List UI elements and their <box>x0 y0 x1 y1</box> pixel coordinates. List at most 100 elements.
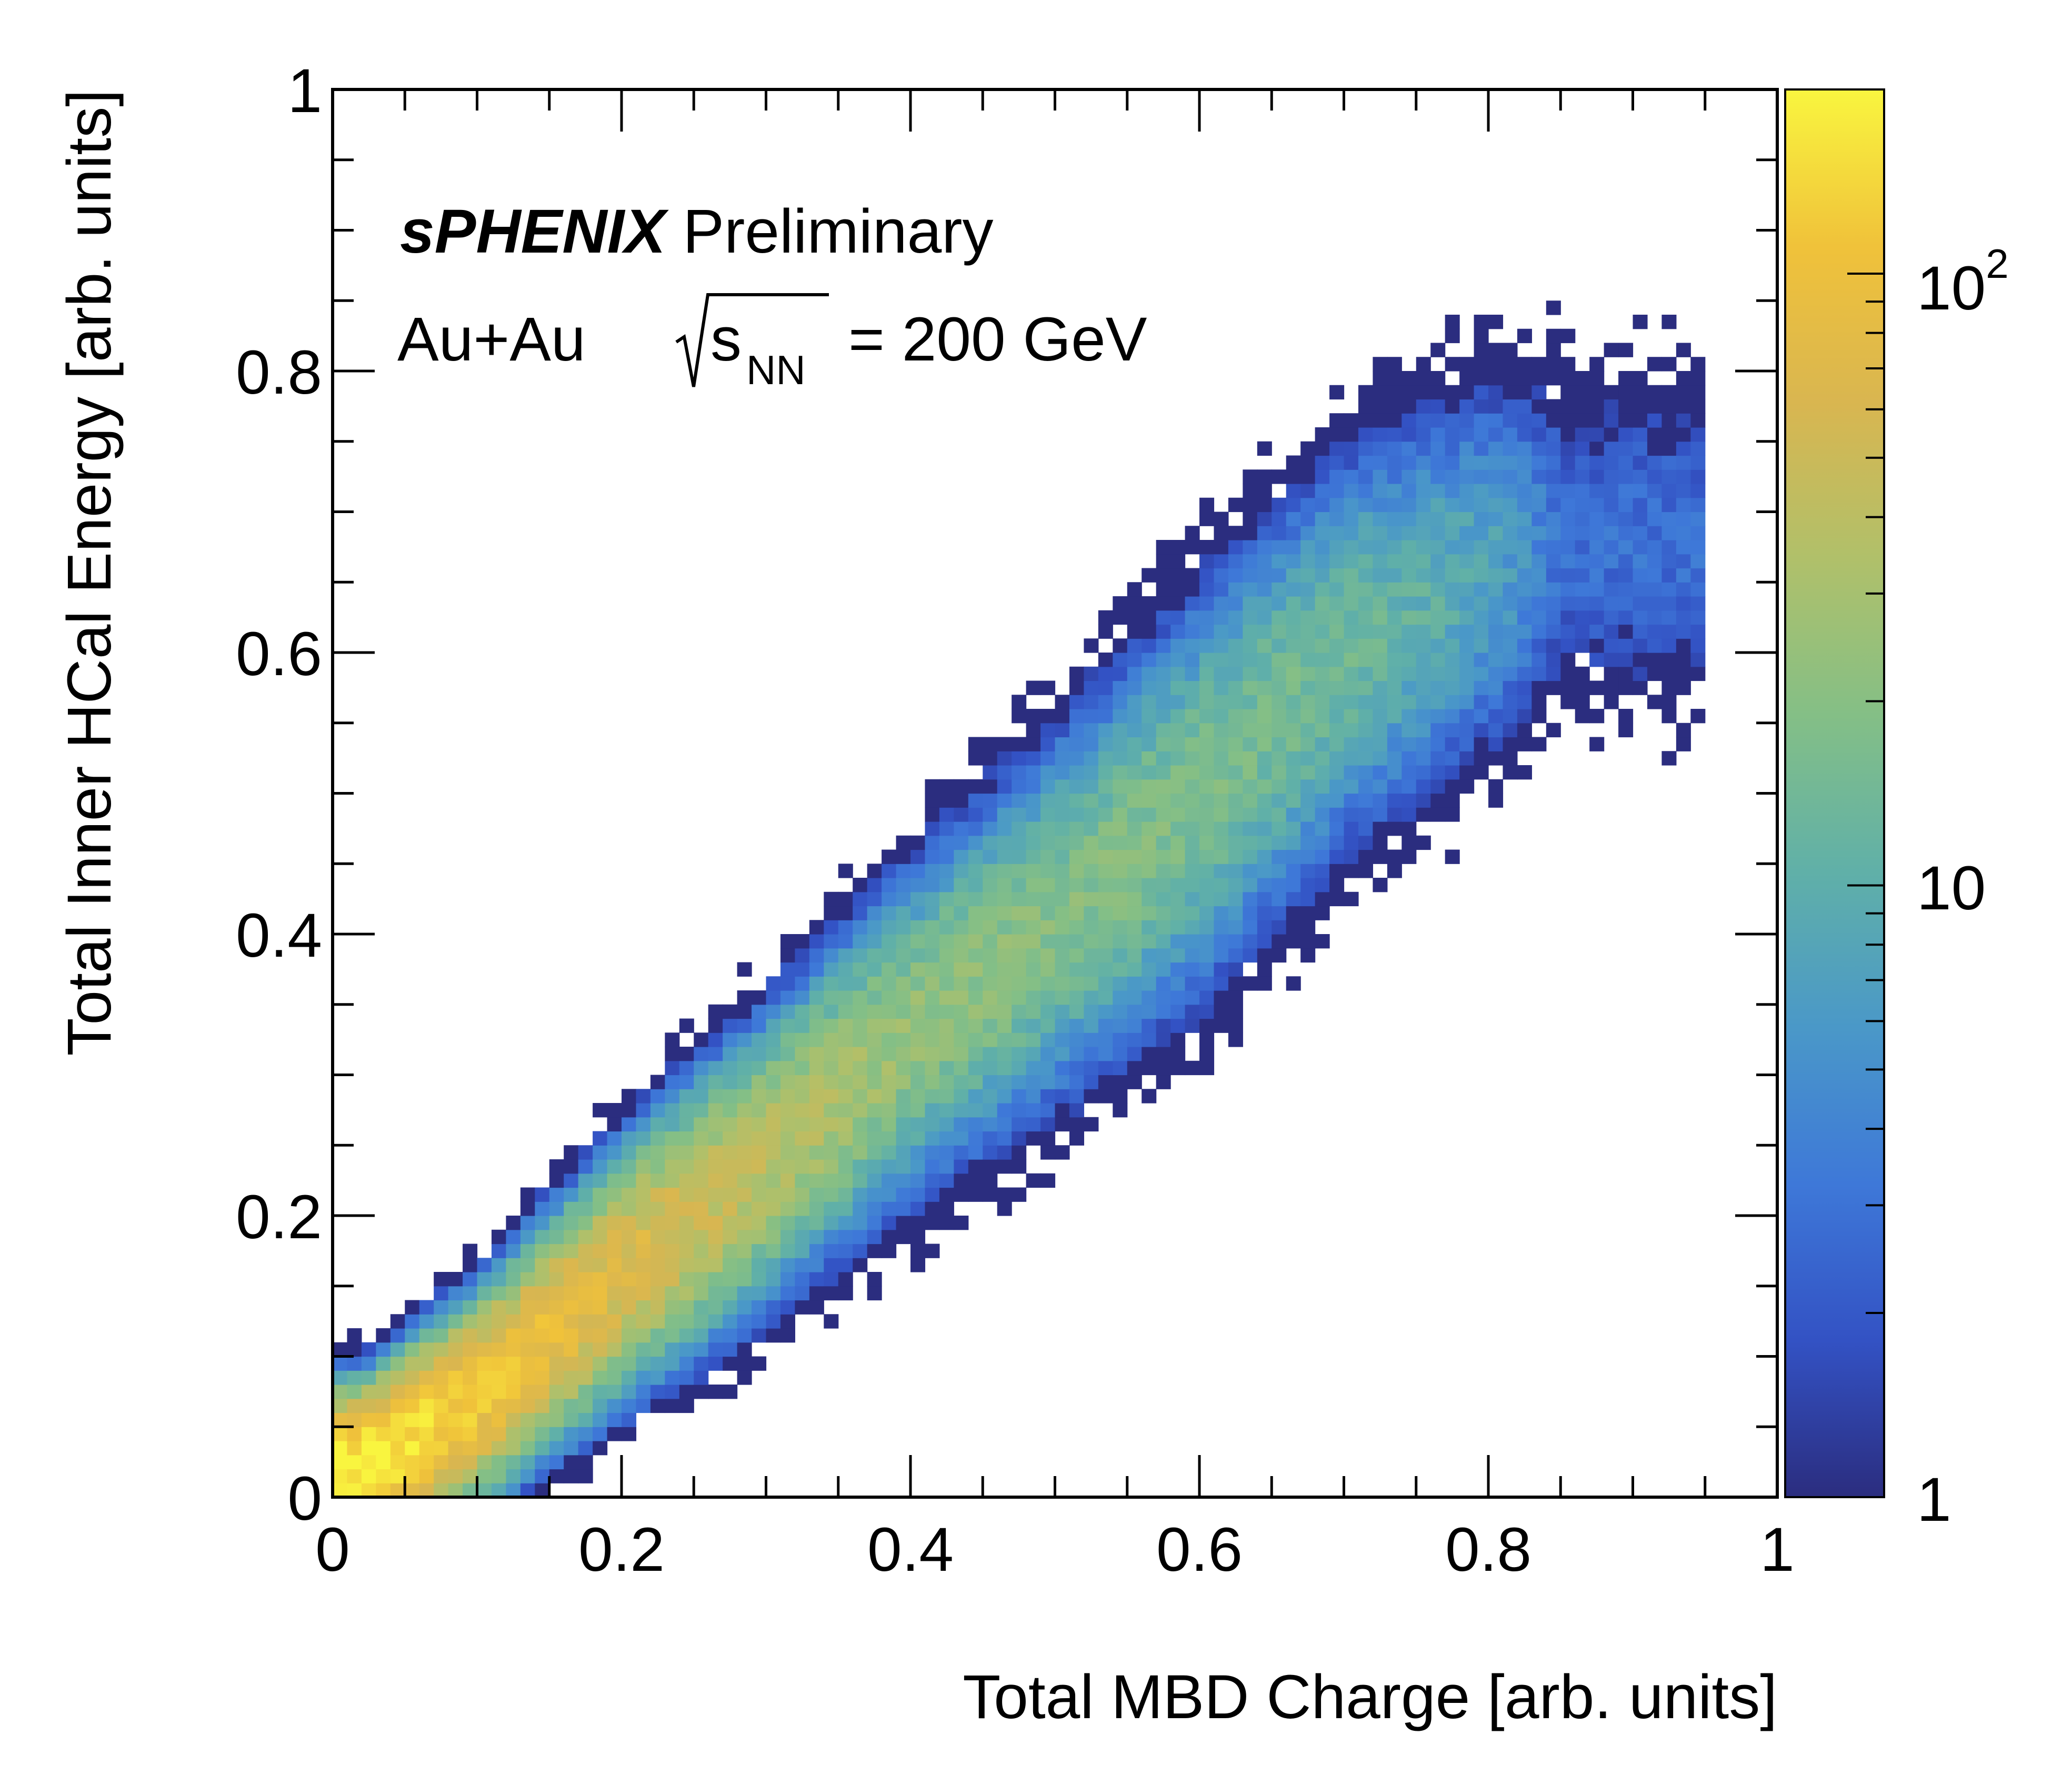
heatmap-cell <box>578 1427 593 1441</box>
heatmap-cell <box>1228 765 1243 780</box>
heatmap-cell <box>376 1427 391 1441</box>
heatmap-cell <box>1633 427 1648 442</box>
heatmap-cell <box>780 1060 795 1076</box>
heatmap-cell <box>1661 385 1677 400</box>
heatmap-cell <box>853 920 868 935</box>
heatmap-cell <box>491 1427 506 1441</box>
heatmap-cell <box>1069 906 1084 920</box>
heatmap-cell <box>795 1159 810 1174</box>
heatmap-cell <box>1647 596 1662 611</box>
heatmap-cell <box>1055 1103 1070 1118</box>
heatmap-cell <box>1084 976 1099 991</box>
heatmap-cell <box>910 906 926 920</box>
heatmap-cell <box>1199 1018 1215 1033</box>
heatmap-cell <box>1633 540 1648 555</box>
heatmap-cell <box>896 1187 911 1202</box>
heatmap-cell <box>448 1300 463 1315</box>
heatmap-cell <box>1156 582 1171 597</box>
heatmap-cell <box>1170 666 1186 681</box>
heatmap-cell <box>910 990 926 1005</box>
heatmap-cell <box>477 1455 492 1470</box>
heatmap-cell <box>954 864 969 878</box>
heatmap-cell <box>1315 737 1330 751</box>
heatmap-cell <box>463 1258 478 1272</box>
heatmap-cell <box>477 1258 492 1272</box>
heatmap-cell <box>809 1089 824 1104</box>
heatmap-cell <box>997 962 1012 977</box>
heatmap-cell <box>1416 540 1431 555</box>
heatmap-cell <box>1214 878 1229 892</box>
heatmap-cell <box>1329 610 1345 625</box>
heatmap-cell <box>650 1229 665 1245</box>
heatmap-cell <box>1214 765 1229 780</box>
heatmap-cell <box>1156 1047 1171 1061</box>
heatmap-cell <box>679 1018 694 1033</box>
heatmap-cell <box>809 948 824 963</box>
heatmap-cell <box>1416 709 1431 724</box>
heatmap-cell <box>520 1187 535 1202</box>
heatmap-cell <box>636 1314 651 1329</box>
heatmap-cell <box>679 1103 694 1118</box>
heatmap-cell <box>1445 765 1460 780</box>
heatmap-cell <box>1430 554 1446 569</box>
heatmap-cell <box>954 835 969 850</box>
heatmap-cell <box>1445 385 1460 400</box>
heatmap-cell <box>1560 680 1576 695</box>
y-tick-labels: 0 0.2 0.4 0.6 0.8 1 <box>236 56 322 1533</box>
heatmap-cell <box>1589 455 1605 470</box>
heatmap-cell <box>1676 497 1691 513</box>
heatmap-cell <box>593 1412 608 1427</box>
heatmap-cell <box>347 1356 362 1371</box>
heatmap-cell <box>564 1272 579 1287</box>
heatmap-cell <box>708 1286 723 1301</box>
heatmap-cell <box>737 1103 752 1118</box>
heatmap-cell <box>1618 582 1634 597</box>
heatmap-cell <box>1474 666 1489 681</box>
heatmap-cell <box>1445 695 1460 709</box>
heatmap-cell <box>1214 596 1229 611</box>
heatmap-cell <box>1676 653 1691 667</box>
heatmap-cell <box>910 864 926 878</box>
heatmap-cell <box>1589 638 1605 653</box>
heatmap-cell <box>333 1455 348 1470</box>
heatmap-cell <box>1315 807 1330 822</box>
heatmap-cell <box>1012 751 1027 766</box>
heatmap-cell <box>1127 864 1142 878</box>
heatmap-cell <box>564 1469 579 1483</box>
heatmap-cell <box>1170 807 1186 822</box>
heatmap-cell <box>853 976 868 991</box>
heatmap-cell <box>752 1173 767 1188</box>
heatmap-cell <box>1488 723 1504 738</box>
heatmap-cell <box>1575 695 1590 709</box>
heatmap-cell <box>1358 441 1373 456</box>
heatmap-cell <box>1430 638 1446 653</box>
heatmap-cell <box>824 934 839 949</box>
energy-symbol: s <box>710 305 742 374</box>
heatmap-cell <box>1315 835 1330 850</box>
heatmap-cell <box>1387 737 1402 751</box>
heatmap-cell <box>520 1385 535 1399</box>
heatmap-cell <box>477 1385 492 1399</box>
heatmap-cell <box>1185 526 1200 540</box>
heatmap-cell <box>1156 779 1171 794</box>
heatmap-cell <box>622 1103 637 1118</box>
heatmap-cell <box>1243 624 1258 639</box>
heatmap-cell <box>1387 385 1402 400</box>
heatmap-cell <box>549 1159 564 1174</box>
heatmap-cell <box>1676 455 1691 470</box>
heatmap-cell <box>1474 413 1489 428</box>
heatmap-cell <box>1445 624 1460 639</box>
heatmap-cell <box>882 1032 897 1047</box>
heatmap-cell <box>1199 666 1215 681</box>
heatmap-cell <box>434 1412 449 1427</box>
heatmap-cell <box>1532 497 1547 513</box>
heatmap-cell <box>1257 695 1272 709</box>
heatmap-cell <box>983 835 998 850</box>
heatmap-cell <box>1243 849 1258 864</box>
heatmap-cell <box>752 1187 767 1202</box>
heatmap-cell <box>1589 596 1605 611</box>
heatmap-cell <box>333 1412 348 1427</box>
heatmap-cell <box>419 1370 434 1385</box>
heatmap-cell <box>1170 948 1186 963</box>
heatmap-cell <box>723 1258 738 1272</box>
